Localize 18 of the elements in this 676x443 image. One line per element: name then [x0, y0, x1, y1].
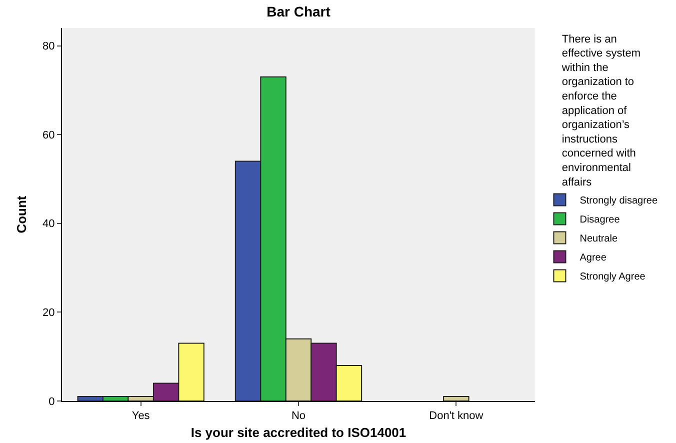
chart-title: Bar Chart [266, 3, 331, 20]
y-tick-label: 80 [42, 40, 55, 53]
text: There is an effective system within the organization to enforce the application of organization’s instructions concerned with environmental affairs [562, 33, 641, 188]
y-tick-label: 60 [42, 129, 55, 142]
x-axis-title: Is your site accredited to ISO14001 [190, 424, 406, 440]
x-tick-label: No [291, 410, 306, 422]
y-tick-label: 0 [48, 396, 55, 408]
legend-label: Neutrale [580, 234, 618, 245]
legend-label: Strongly disagree [580, 196, 658, 207]
x-tick-label: Don't know [429, 410, 484, 422]
legend-label: Agree [580, 252, 607, 264]
y-tick-label: 40 [42, 218, 55, 230]
legend-label: Disagree [580, 214, 620, 226]
y-tick-label: 20 [42, 307, 55, 320]
legend-label: Strongly Agree [580, 272, 646, 283]
x-tick-label: Yes [132, 410, 150, 422]
y-axis-title: Count [14, 195, 29, 234]
bar [443, 396, 470, 401]
